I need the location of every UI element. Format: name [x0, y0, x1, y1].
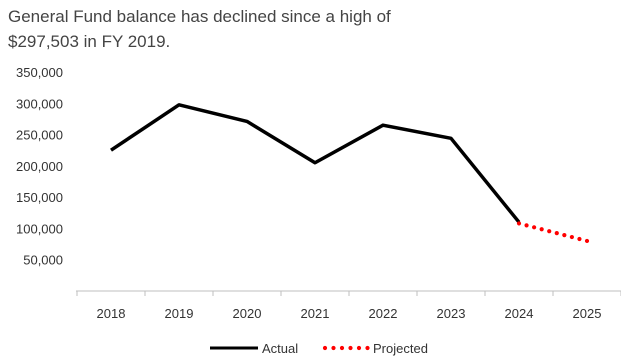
- projected-dot: [532, 225, 537, 230]
- projected-dot: [547, 229, 552, 234]
- x-tick-label: 2019: [165, 306, 194, 321]
- legend-dot: [322, 345, 328, 351]
- legend-projected-label: Projected: [373, 341, 428, 356]
- projected-dot: [539, 227, 544, 232]
- series-layer: [110, 103, 590, 244]
- series-line-projected: [516, 221, 590, 244]
- legend-dot: [365, 345, 370, 351]
- y-axis-ticks: 50,000 100,000 150,000 200,000 250,000 300,00…: [16, 65, 63, 268]
- x-axis-tickmarks: [76, 291, 621, 296]
- y-tick-label: 300,000: [16, 96, 63, 111]
- y-tick-label: 50,000: [23, 253, 63, 268]
- x-tick-label: 2023: [437, 306, 466, 321]
- projected-dot: [524, 223, 529, 228]
- legend-dot: [339, 345, 345, 351]
- projected-dot: [577, 236, 582, 242]
- projected-dot: [584, 238, 590, 244]
- projected-dot: [562, 233, 567, 238]
- projected-dot: [516, 221, 522, 226]
- chart-title-line-1: General Fund balance has declined since …: [8, 7, 391, 26]
- legend-projected-swatch: [322, 345, 370, 351]
- legend-dot: [331, 345, 336, 351]
- x-tick-label: 2021: [301, 306, 330, 321]
- x-tick-label: 2024: [505, 306, 534, 321]
- x-tick-label: 2018: [97, 306, 126, 321]
- projected-dot: [569, 234, 574, 240]
- y-tick-label: 350,000: [16, 65, 63, 80]
- x-axis-ticks: 2018 2019 2020 2021 2022 2023 2024 2025: [97, 306, 602, 321]
- y-tick-label: 150,000: [16, 190, 63, 205]
- legend-actual-label: Actual: [262, 341, 298, 356]
- legend: Actual Projected: [210, 341, 428, 356]
- chart-title-line-2: $297,503 in FY 2019.: [8, 32, 171, 51]
- x-tick-label: 2020: [233, 306, 262, 321]
- legend-dot: [348, 345, 353, 351]
- y-tick-label: 250,000: [16, 128, 63, 143]
- series-line-actual: [110, 103, 521, 224]
- x-tick-label: 2022: [369, 306, 398, 321]
- legend-dot: [356, 345, 362, 351]
- chart-title: General Fund balance has declined since …: [8, 4, 568, 54]
- x-tick-label: 2025: [573, 306, 602, 321]
- y-tick-label: 100,000: [16, 221, 63, 236]
- projected-dot: [554, 231, 559, 236]
- y-tick-label: 200,000: [16, 159, 63, 174]
